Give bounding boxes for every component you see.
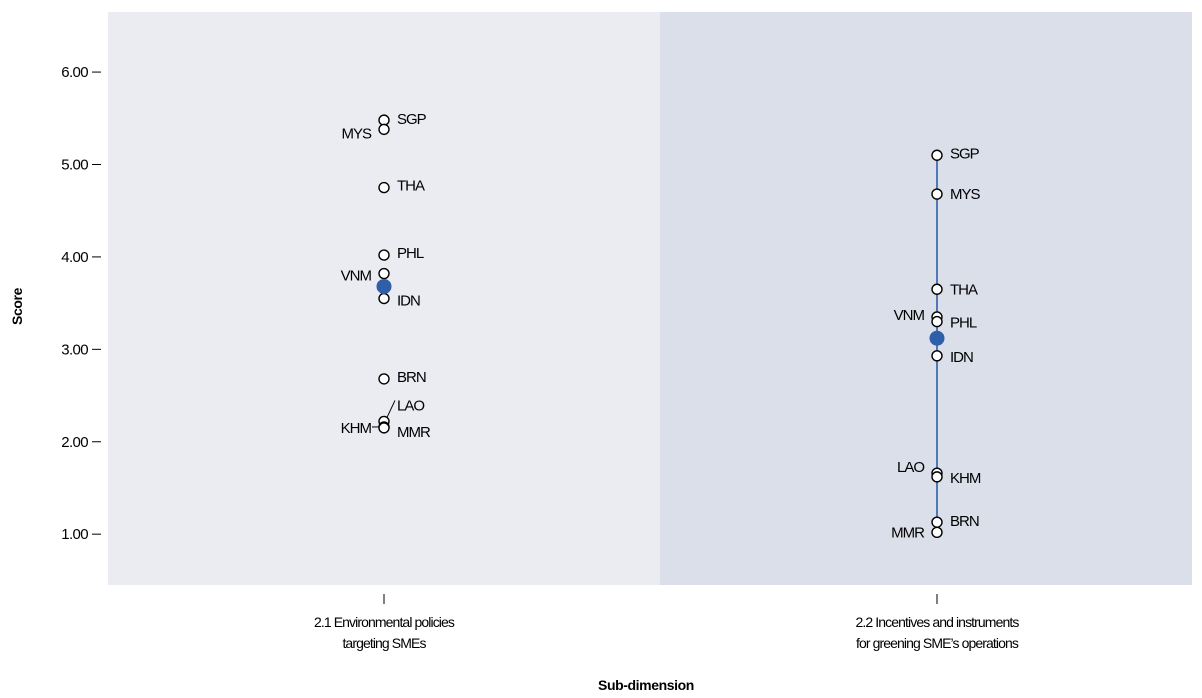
data-label-tha: THA — [397, 178, 425, 195]
category-label-line1: 2.1 Environmental policies — [314, 614, 455, 630]
y-axis-title: Score — [9, 287, 25, 325]
data-label-lao: LAO — [897, 459, 924, 476]
x-axis-title: Sub-dimension — [598, 677, 694, 693]
category-label-line2: for greening SME’s operations — [856, 635, 1019, 651]
data-label-vnm: VNM — [341, 268, 372, 285]
data-label-mys: MYS — [341, 125, 372, 142]
data-label-sgp: SGP — [397, 111, 427, 128]
data-label-khm: KHM — [950, 470, 981, 487]
data-point-mmr — [931, 526, 943, 539]
y-tick-label: 4.00 — [61, 249, 88, 266]
data-point-phl — [931, 315, 943, 328]
data-point-sgp — [931, 149, 943, 161]
data-label-brn: BRN — [950, 513, 979, 530]
data-label-phl: PHL — [397, 245, 424, 262]
category-label-line1: 2.2 Incentives and instruments — [856, 614, 1020, 630]
data-label-mys: MYS — [950, 186, 981, 203]
category-label-line2: targeting SMEs — [342, 635, 426, 651]
data-label-lao: LAO — [397, 397, 424, 414]
data-label-brn: BRN — [397, 369, 426, 386]
data-point-brn — [378, 373, 390, 385]
data-point-mmr — [378, 422, 390, 434]
panel-background-2 — [660, 12, 1192, 585]
data-label-khm: KHM — [341, 420, 372, 437]
average-marker — [376, 278, 392, 294]
data-point-brn — [931, 516, 943, 528]
data-point-vnm — [378, 267, 390, 280]
data-label-phl: PHL — [950, 315, 977, 332]
data-point-tha — [378, 181, 390, 194]
data-label-vnm: VNM — [894, 307, 925, 324]
data-label-mmr: MMR — [891, 524, 925, 541]
data-label-idn: IDN — [397, 293, 420, 310]
y-tick-label: 2.00 — [61, 434, 88, 451]
data-label-sgp: SGP — [950, 145, 980, 162]
y-tick-label: 5.00 — [61, 156, 88, 173]
data-point-mys — [378, 123, 390, 136]
average-marker — [929, 330, 945, 346]
data-point-tha — [931, 283, 943, 295]
label-leader-line — [386, 400, 396, 418]
y-tick-label: 1.00 — [61, 526, 88, 543]
y-tick-label: 6.00 — [61, 64, 88, 81]
data-point-khm — [931, 471, 943, 483]
data-point-sgp — [378, 114, 390, 126]
data-label-tha: THA — [950, 281, 978, 298]
data-point-idn — [931, 350, 943, 362]
data-point-phl — [378, 249, 390, 261]
data-point-idn — [378, 292, 390, 305]
y-tick-label: 3.00 — [61, 341, 88, 358]
data-label-mmr: MMR — [397, 424, 431, 441]
data-point-mys — [931, 188, 943, 200]
data-label-idn: IDN — [950, 349, 973, 366]
